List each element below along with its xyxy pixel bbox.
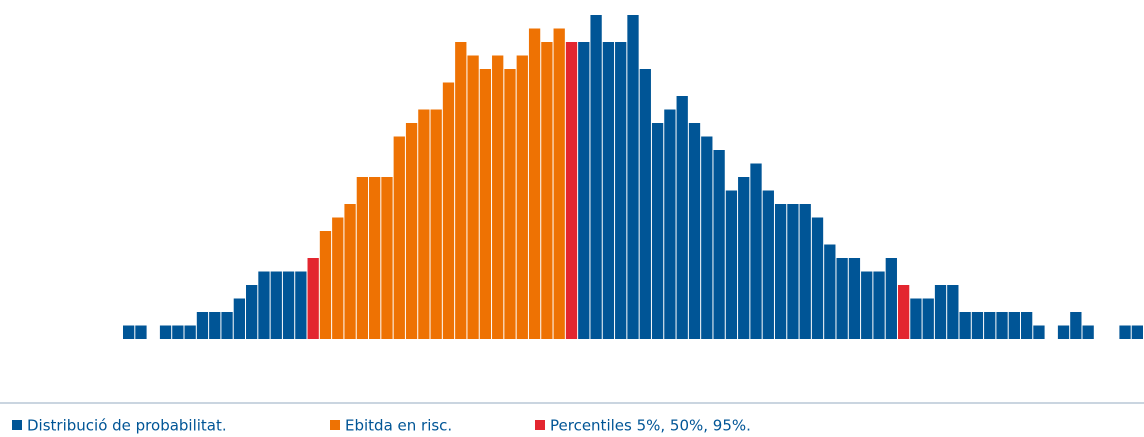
bar [848,258,861,339]
bar [725,190,738,339]
bar [467,55,479,339]
bar [688,123,701,339]
bar [873,271,885,339]
bar [984,312,996,339]
bar [332,217,344,339]
bar [701,136,713,339]
bar [664,109,676,339]
bar [405,123,418,339]
bar [282,271,295,339]
bar [356,177,369,339]
bar [910,298,922,339]
bar [1033,325,1045,339]
legend-label: Ebitda en risc. [345,417,452,435]
bar [270,271,282,339]
bar [381,177,393,339]
bar [344,204,356,339]
bar [1070,312,1082,339]
bar [824,244,836,339]
bar [541,42,553,339]
bar [393,136,405,339]
bar [885,258,897,339]
bar [627,15,639,339]
bar [947,285,959,339]
bar [922,298,934,339]
bar [1008,312,1020,339]
bar [369,177,381,339]
bar [762,190,774,339]
legend-marker [535,420,545,430]
legend-marker [12,420,22,430]
bar [233,298,246,339]
bar [209,312,221,339]
bar [1057,325,1070,339]
bar [738,177,750,339]
bar [553,28,565,339]
bar [159,325,172,339]
bar [1082,325,1094,339]
bar [123,325,135,339]
bar [1131,325,1143,339]
bar [934,285,947,339]
bar [307,258,319,339]
bar [590,15,602,339]
bar [897,285,910,339]
bar [1119,325,1131,339]
legend-marker [330,420,340,430]
bar [676,96,688,339]
bar [455,42,467,339]
bar [565,42,578,339]
bar [442,82,455,339]
bar [516,55,528,339]
bar [221,312,233,339]
bar [602,42,615,339]
bar [774,204,787,339]
bar [959,312,971,339]
bar [811,217,824,339]
bar [492,55,504,339]
bar [615,42,627,339]
bar [258,271,270,339]
bar [799,204,811,339]
bar [295,271,307,339]
bar [246,285,258,339]
bar [651,123,664,339]
bar [196,312,209,339]
bar [578,42,590,339]
legend-label: Distribució de probabilitat. [27,417,227,435]
bar [836,258,848,339]
bar [184,325,196,339]
bar [861,271,873,339]
bar [971,312,984,339]
bar [750,163,762,339]
bar [479,69,492,339]
bar [504,69,516,339]
legend-label: Percentiles 5%, 50%, 95%. [550,417,751,435]
bar [787,204,799,339]
bar [430,109,442,339]
bar [135,325,147,339]
bar [1020,312,1033,339]
bar [418,109,430,339]
bar [319,231,332,339]
bar [639,69,651,339]
bar [996,312,1008,339]
bar [172,325,184,339]
bar [528,28,541,339]
bar [713,150,725,339]
